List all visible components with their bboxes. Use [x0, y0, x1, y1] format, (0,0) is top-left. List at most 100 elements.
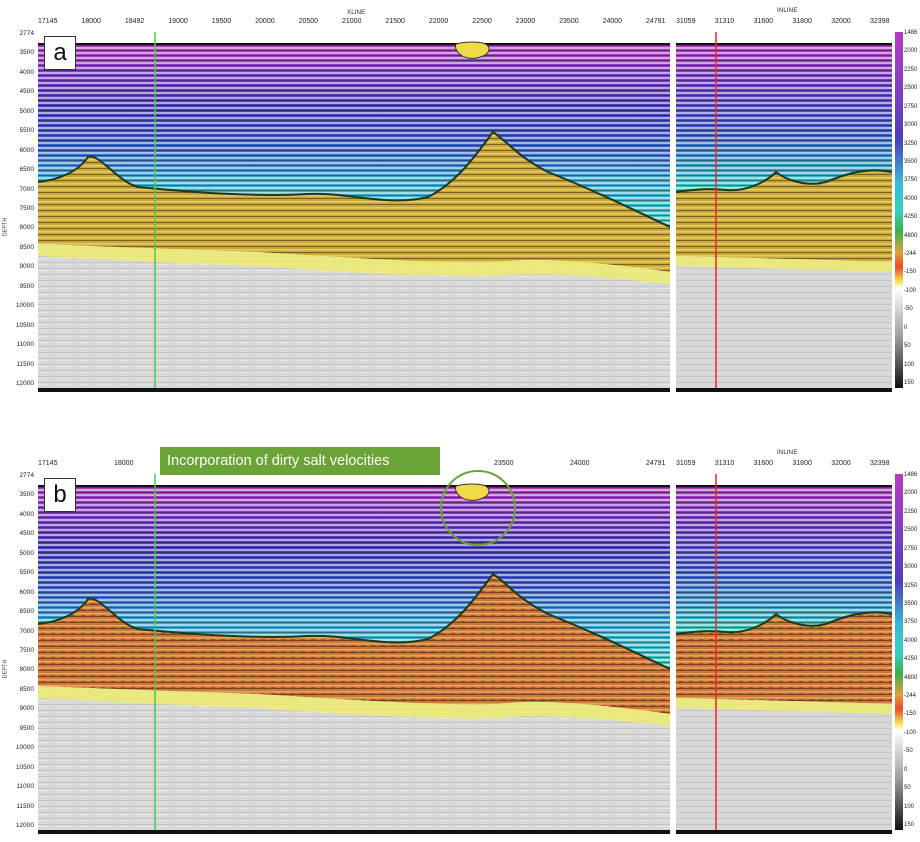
tick-label: 9500: [19, 724, 34, 732]
tick-label: 10500: [15, 763, 34, 771]
inline-section-view[interactable]: [676, 474, 892, 830]
tick-label: 11000: [16, 783, 34, 791]
tick-label: 7500: [19, 205, 34, 212]
tick-label: 3500: [19, 49, 34, 57]
tick-label: 21500: [385, 18, 405, 25]
tick-label: 3750: [904, 177, 918, 184]
tick-label: 10500: [15, 321, 34, 329]
tick-label: 18000: [81, 18, 101, 25]
tick-label: 2774: [19, 30, 34, 37]
seismic-image-inline: [676, 474, 892, 830]
tick-label: 4800: [904, 232, 918, 239]
tick-label: 2774: [19, 472, 34, 479]
xline-scrollbar[interactable]: [38, 830, 670, 834]
tick-label: 50: [904, 343, 911, 350]
colorbar: [895, 474, 903, 830]
tick-label: 2250: [904, 66, 918, 73]
tick-label: 31800: [792, 460, 812, 467]
seismic-image-xline: [38, 474, 670, 830]
tick-label: 8000: [19, 224, 34, 232]
tick-label: 23500: [494, 460, 514, 467]
tick-label: 31059: [676, 460, 696, 467]
tick-label: 10000: [15, 744, 34, 752]
tick-label: 24791: [646, 18, 666, 25]
highlight-circle: [440, 470, 516, 546]
tick-label: 4000: [904, 637, 918, 644]
tick-label: 2750: [904, 103, 918, 110]
inline-section-view[interactable]: [676, 32, 892, 388]
tick-label: 31600: [753, 18, 774, 25]
tick-label: 2000: [904, 48, 918, 55]
tick-label: 31059: [676, 18, 696, 25]
tick-label: 5000: [19, 549, 34, 557]
tick-label: 6000: [19, 146, 34, 154]
tick-label: 20500: [298, 18, 319, 25]
tick-label: 24791: [646, 460, 666, 467]
tick-label: 8000: [19, 666, 34, 674]
tick-label: 5500: [19, 569, 34, 577]
tick-label: 18492: [124, 18, 145, 25]
xline-section-view[interactable]: [38, 474, 670, 830]
tick-label: 4000: [19, 510, 34, 518]
tick-label: 4500: [19, 530, 34, 538]
tick-label: 100: [904, 803, 915, 810]
seismic-image-inline: [676, 32, 892, 388]
inline-scrollbar[interactable]: [676, 830, 892, 834]
tick-label: 7000: [19, 627, 34, 635]
tick-label: 20000: [255, 18, 275, 25]
tick-label: -100: [904, 287, 917, 294]
tick-label: 5500: [19, 127, 34, 135]
inline-scrollbar[interactable]: [676, 388, 892, 392]
tick-label: 9000: [19, 705, 34, 713]
tick-label: 3750: [904, 619, 918, 626]
tick-label: 22000: [428, 18, 449, 25]
tick-label: 9500: [19, 282, 34, 290]
tick-label: 3000: [904, 122, 918, 129]
tick-label: 0: [904, 766, 908, 773]
xline-axis-title: XLINE: [347, 10, 366, 16]
tick-label: 150: [904, 380, 915, 386]
inline-axis-title: INLINE: [777, 8, 798, 14]
tick-label: 50: [904, 785, 911, 792]
tick-label: 4250: [904, 214, 918, 221]
tick-label: 4500: [19, 88, 34, 96]
tick-label: 100: [904, 361, 915, 368]
tick-label: 0: [904, 324, 908, 331]
tick-label: 7000: [19, 185, 34, 193]
tick-label: 4000: [19, 68, 34, 76]
tick-label: 12000: [15, 822, 34, 829]
tick-label: 1486: [904, 472, 918, 478]
tick-label: 32398: [870, 18, 890, 25]
tick-label: 19500: [211, 18, 232, 25]
tick-label: 11000: [16, 341, 34, 349]
tick-label: 2000: [904, 490, 918, 497]
tick-label: 2750: [904, 545, 918, 552]
tick-label: 4000: [904, 195, 918, 202]
tick-label: 11500: [16, 360, 34, 368]
tick-label: 2250: [904, 508, 918, 515]
tick-label: 32000: [831, 460, 851, 467]
tick-label: -50: [904, 748, 913, 755]
tick-label: 3500: [904, 600, 918, 607]
tick-label: 10000: [15, 302, 34, 310]
tick-label: 32000: [831, 18, 851, 25]
panel-a: XLINE INLINE: [0, 8, 920, 396]
tick-label: 7500: [19, 647, 34, 654]
depth-axis-label: DEPTH: [2, 217, 9, 237]
depth-axis-label: DEPTH: [2, 659, 9, 679]
tick-label: -50: [904, 306, 913, 313]
tick-label: 18000: [114, 460, 134, 467]
tick-label: 1486: [904, 30, 918, 36]
tick-label: 6500: [19, 166, 34, 174]
tick-label: 2500: [904, 85, 918, 92]
tick-label: 6000: [19, 588, 34, 596]
tick-label: 3250: [904, 140, 918, 147]
xline-scrollbar[interactable]: [38, 388, 670, 392]
tick-label: 21000: [342, 18, 362, 25]
tick-label: 12000: [15, 380, 34, 387]
tick-label: 8500: [19, 685, 34, 693]
xline-section-view[interactable]: [38, 32, 670, 388]
annotation-label: Incorporation of dirty salt velocities: [160, 447, 440, 475]
tick-label: -150: [904, 711, 917, 718]
tick-label: 31310: [714, 460, 735, 467]
